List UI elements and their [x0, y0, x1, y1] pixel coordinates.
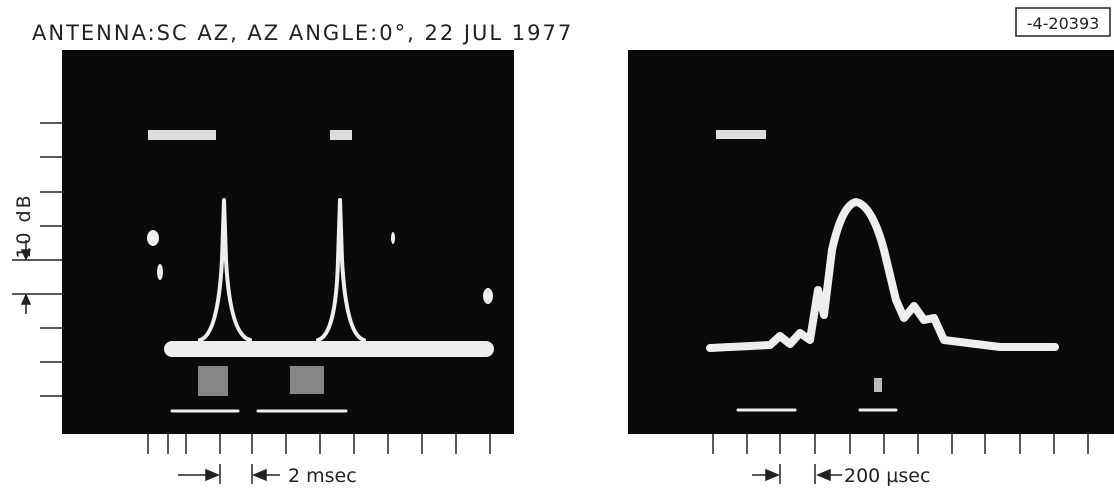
right-time-arrows [752, 464, 842, 484]
time-scale-label-right: 200 µsec [844, 465, 930, 487]
title: ANTENNA:SC AZ, AZ ANGLE:0°, 22 JUL 1977 [32, 21, 573, 45]
figure-id-box [1015, 7, 1111, 37]
left-time-arrows [178, 464, 280, 484]
scope-screen-left [62, 50, 514, 434]
left-horizontal-ticks [147, 434, 491, 454]
vertical-scale-label: 10 dB [13, 193, 35, 258]
left-trace [147, 130, 494, 413]
figure-id: -4-20393 [1027, 14, 1100, 33]
scope-screen-right [628, 50, 1114, 434]
right-trace [706, 130, 1059, 412]
left-vertical-ticks [40, 122, 62, 397]
right-horizontal-ticks [712, 434, 1089, 454]
time-scale-label-left: 2 msec [288, 465, 357, 487]
vertical-scale-arrows [12, 240, 40, 314]
